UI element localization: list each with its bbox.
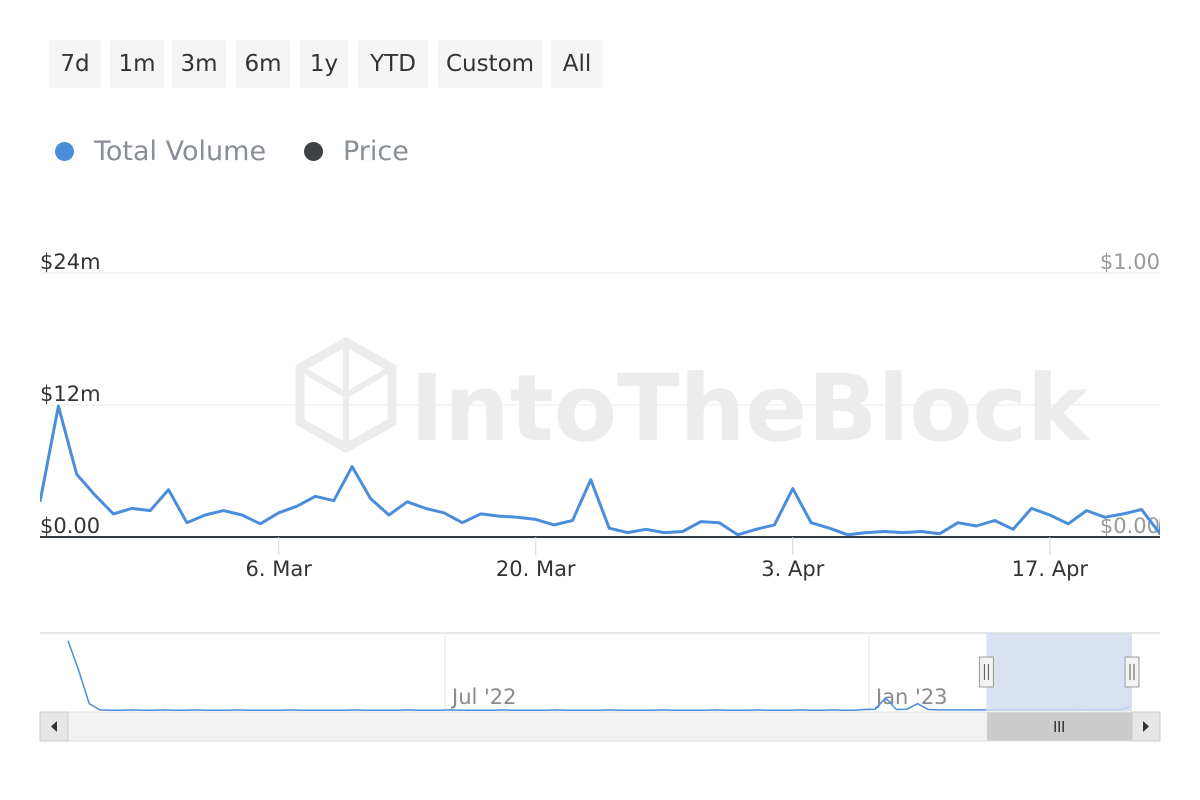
x-tick-label: 17. Apr [1012,557,1089,581]
navigator-series-line [67,640,1131,712]
total-volume-dot-icon [55,141,74,161]
handle-body [1124,656,1140,688]
range-all-button[interactable]: All [551,40,603,88]
arrow-right-icon [1143,721,1149,732]
range-6m-button[interactable]: 6m [236,40,290,88]
price-dot-icon [304,141,323,161]
y-left-tick-label: $12m [40,382,101,406]
total-volume-line [40,404,1160,537]
grid-lines [40,272,1160,406]
axes: $0.00 $12m $24m $0.00 $1.00 6. Mar 20. Mar 3. A… [40,250,1160,581]
y-left-tick-label: $24m [40,250,101,274]
navigator-left-handle[interactable] [978,656,994,688]
watermark: IntoTheBlock [295,336,1090,462]
y-right-tick-label: $1.00 [1100,250,1160,274]
navigator-label: Jul '22 [450,685,517,709]
range-1y-button[interactable]: 1y [300,40,348,88]
y-left-tick-label: $0.00 [40,514,100,538]
navigator-label: Jan '23 [874,685,948,709]
navigator-content: Jul '22 Jan '23 [39,632,1161,742]
x-tick-label: 3. Apr [761,557,824,581]
range-1m-button[interactable]: 1m [110,40,164,88]
watermark-text: IntoTheBlock [410,355,1090,462]
legend-label-price: Price [343,135,409,167]
arrow-left-icon [51,721,57,732]
range-custom-button[interactable]: Custom [438,40,542,88]
legend-item-price[interactable]: Price [304,132,409,170]
range-ytd-button[interactable]: YTD [358,40,428,88]
x-tick-label: 6. Mar [246,557,313,581]
x-tick-label: 20. Mar [496,557,576,581]
y-right-tick-label: $0.00 [1100,514,1160,538]
handle-body [978,656,994,688]
navigator: Jul '22 Jan '23 [39,632,1161,742]
scroll-right-button[interactable] [1131,711,1161,742]
volume-chart: IntoTheBlock $0.00 $12m $24m $0.00 $1.00 6. M… [39,250,1161,581]
legend-item-total-volume[interactable]: Total Volume [55,132,266,170]
scrollbar-thumb[interactable] [986,712,1133,741]
range-7d-button[interactable]: 7d [49,40,101,88]
navigator-selected-range [986,633,1132,711]
series-total-volume [39,404,1161,537]
legend-label-total-volume: Total Volume [94,135,267,167]
intotheblock-logo-icon [295,336,397,454]
navigator-right-handle[interactable] [1124,656,1140,688]
scroll-left-button[interactable] [39,711,69,742]
range-3m-button[interactable]: 3m [172,40,226,88]
